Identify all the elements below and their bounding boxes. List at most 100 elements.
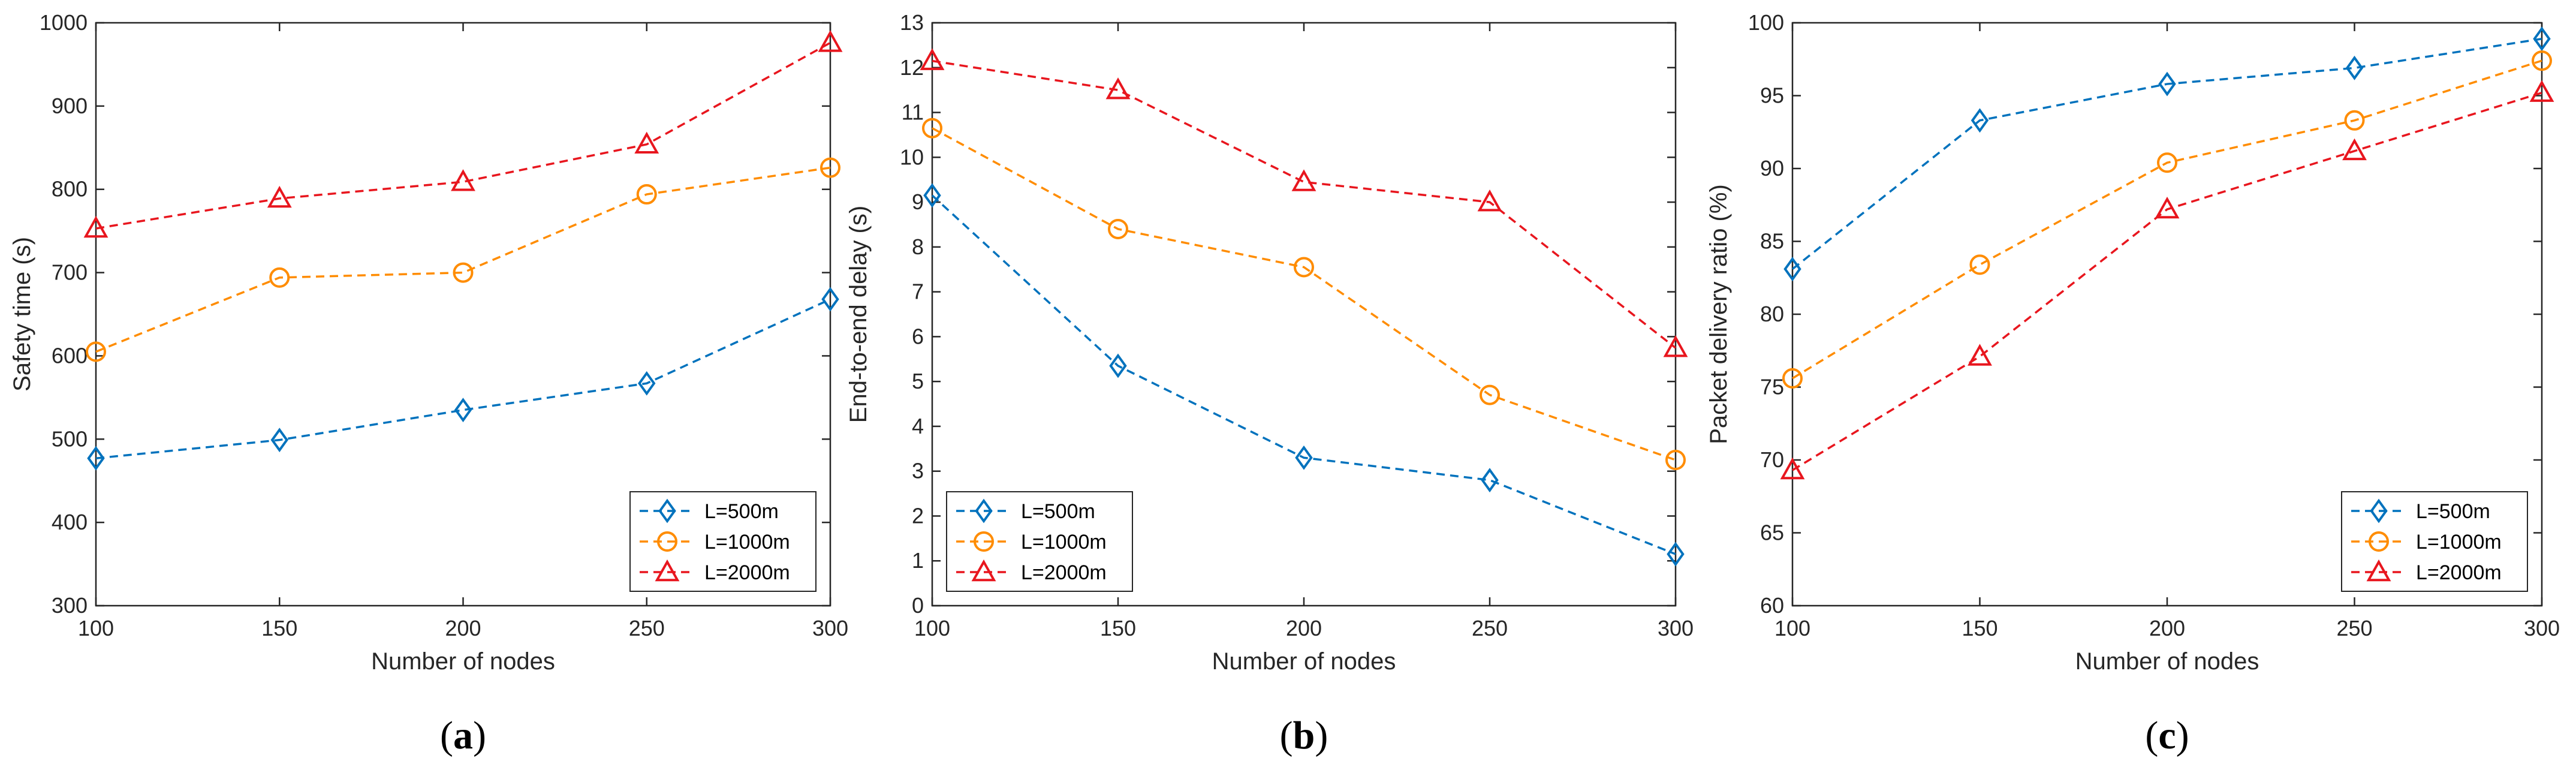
data-point-L=500m — [270, 428, 288, 453]
data-point-L=500m — [638, 371, 656, 396]
data-point-L=500m — [923, 183, 941, 208]
series-line-L=500m — [1791, 38, 2542, 270]
series-line-L=2000m — [95, 41, 831, 230]
data-point-L=1000m — [820, 157, 840, 178]
x-tick-label: 300 — [1658, 616, 1694, 640]
y-tick-label: 3 — [912, 459, 924, 483]
legend-marker — [655, 559, 680, 582]
y-tick-label: 8 — [912, 234, 924, 259]
y-tick-label: 70 — [1760, 447, 1784, 472]
panel-caption: (b) — [1280, 714, 1328, 757]
legend-entry-label: L=2000m — [1021, 561, 1107, 584]
caption-open-paren: ( — [440, 714, 453, 757]
data-point-L=500m — [87, 446, 105, 471]
panel-caption: (c) — [2145, 714, 2189, 757]
y-tick-label: 85 — [1760, 229, 1784, 254]
y-tick-label: 7 — [912, 279, 924, 304]
legend-marker — [2370, 498, 2388, 524]
caption-close-paren: ) — [473, 714, 486, 757]
data-point-L=1000m — [1294, 257, 1314, 278]
data-point-L=1000m — [2157, 152, 2177, 173]
data-point-L=1000m — [636, 184, 657, 205]
data-point-L=1000m — [269, 267, 290, 288]
data-point-L=500m — [1667, 542, 1685, 567]
x-axis-label: Number of nodes — [2075, 648, 2259, 675]
data-point-L=500m — [454, 398, 472, 423]
x-tick-label: 100 — [78, 616, 114, 640]
data-point-L=1000m — [86, 341, 106, 362]
legend-entry-label: L=2000m — [2416, 561, 2502, 584]
panel-caption: (a) — [440, 714, 486, 757]
data-point-L=2000m — [1291, 169, 1316, 191]
y-tick-label: 500 — [52, 426, 88, 451]
x-tick-label: 250 — [629, 616, 665, 640]
legend-entry-label: L=500m — [704, 500, 779, 523]
y-axis-label: Safety time (s) — [9, 237, 35, 392]
y-tick-label: 95 — [1760, 83, 1784, 108]
x-tick-label: 300 — [2524, 616, 2560, 640]
y-tick-label: 800 — [52, 177, 88, 201]
data-point-L=2000m — [634, 131, 659, 154]
legend-marker — [974, 531, 994, 552]
data-point-L=1000m — [1969, 254, 1990, 275]
x-tick-label: 100 — [914, 616, 950, 640]
x-tick-label: 150 — [1962, 616, 1997, 640]
caption-open-paren: ( — [2145, 714, 2158, 757]
y-tick-label: 900 — [52, 94, 88, 118]
y-tick-label: 400 — [52, 510, 88, 534]
data-point-L=1000m — [2344, 110, 2365, 131]
data-point-L=1000m — [1782, 368, 1803, 389]
data-point-L=1000m — [2532, 50, 2552, 71]
y-tick-label: 60 — [1760, 593, 1784, 618]
data-point-L=500m — [1109, 353, 1127, 378]
data-point-L=500m — [2345, 55, 2364, 80]
x-tick-label: 150 — [1100, 616, 1136, 640]
y-axis-label: End-to-end delay (s) — [845, 206, 872, 423]
y-tick-label: 6 — [912, 324, 924, 348]
data-point-L=2000m — [1477, 189, 1502, 212]
y-tick-label: 100 — [1748, 10, 1784, 35]
data-point-L=1000m — [1108, 218, 1128, 239]
chart-panel-3: 100 150 200 250 300 60 65 70 75 80 85 90 95 100 Number… — [1706, 10, 2560, 757]
data-point-L=2000m — [1105, 77, 1131, 100]
x-axis-label: Number of nodes — [371, 648, 555, 675]
data-point-L=1000m — [1665, 450, 1686, 470]
y-tick-label: 5 — [912, 369, 924, 393]
data-point-L=2000m — [2342, 138, 2367, 161]
caption-close-paren: ) — [2176, 714, 2189, 757]
x-tick-label: 300 — [812, 616, 848, 640]
data-point-L=1000m — [1480, 384, 1500, 405]
data-point-L=2000m — [1663, 335, 1688, 357]
legend: L=500m L=1000m L=2000m — [629, 491, 817, 592]
chart-panel-2: 100 150 200 250 300012345678910111213Number … — [845, 10, 1694, 757]
data-point-L=2000m — [83, 215, 109, 238]
data-point-L=2000m — [2155, 196, 2180, 219]
x-axis-label: Number of nodes — [1212, 648, 1396, 675]
x-tick-label: 200 — [445, 616, 481, 640]
legend-entry-label: L=2000m — [704, 561, 790, 584]
y-tick-label: 700 — [52, 260, 88, 285]
series-line-L=2000m — [932, 59, 1677, 349]
series-line-L=500m — [931, 194, 1676, 555]
y-tick-label: 11 — [902, 100, 924, 125]
y-tick-label: 300 — [52, 593, 88, 618]
caption-open-paren: ( — [1280, 714, 1293, 757]
data-point-L=2000m — [1780, 457, 1805, 480]
legend-marker — [657, 531, 677, 552]
y-tick-label: 10 — [900, 145, 924, 169]
legend: L=500m L=1000m L=2000m — [2341, 491, 2528, 592]
series-line-L=1000m — [932, 127, 1676, 461]
data-point-L=500m — [1971, 108, 1989, 133]
data-point-L=500m — [1295, 445, 1313, 470]
data-point-L=1000m — [922, 118, 942, 139]
series-line-L=500m — [95, 298, 831, 459]
series-line-L=2000m — [1792, 91, 2542, 471]
data-point-L=2000m — [451, 169, 475, 191]
legend-entry-label: L=1000m — [1021, 531, 1107, 554]
legend-marker — [2369, 531, 2389, 552]
data-point-L=500m — [2158, 71, 2176, 97]
x-tick-label: 150 — [261, 616, 297, 640]
legend-marker — [2366, 559, 2391, 582]
y-tick-label: 13 — [900, 10, 924, 35]
y-tick-label: 90 — [1760, 156, 1784, 181]
